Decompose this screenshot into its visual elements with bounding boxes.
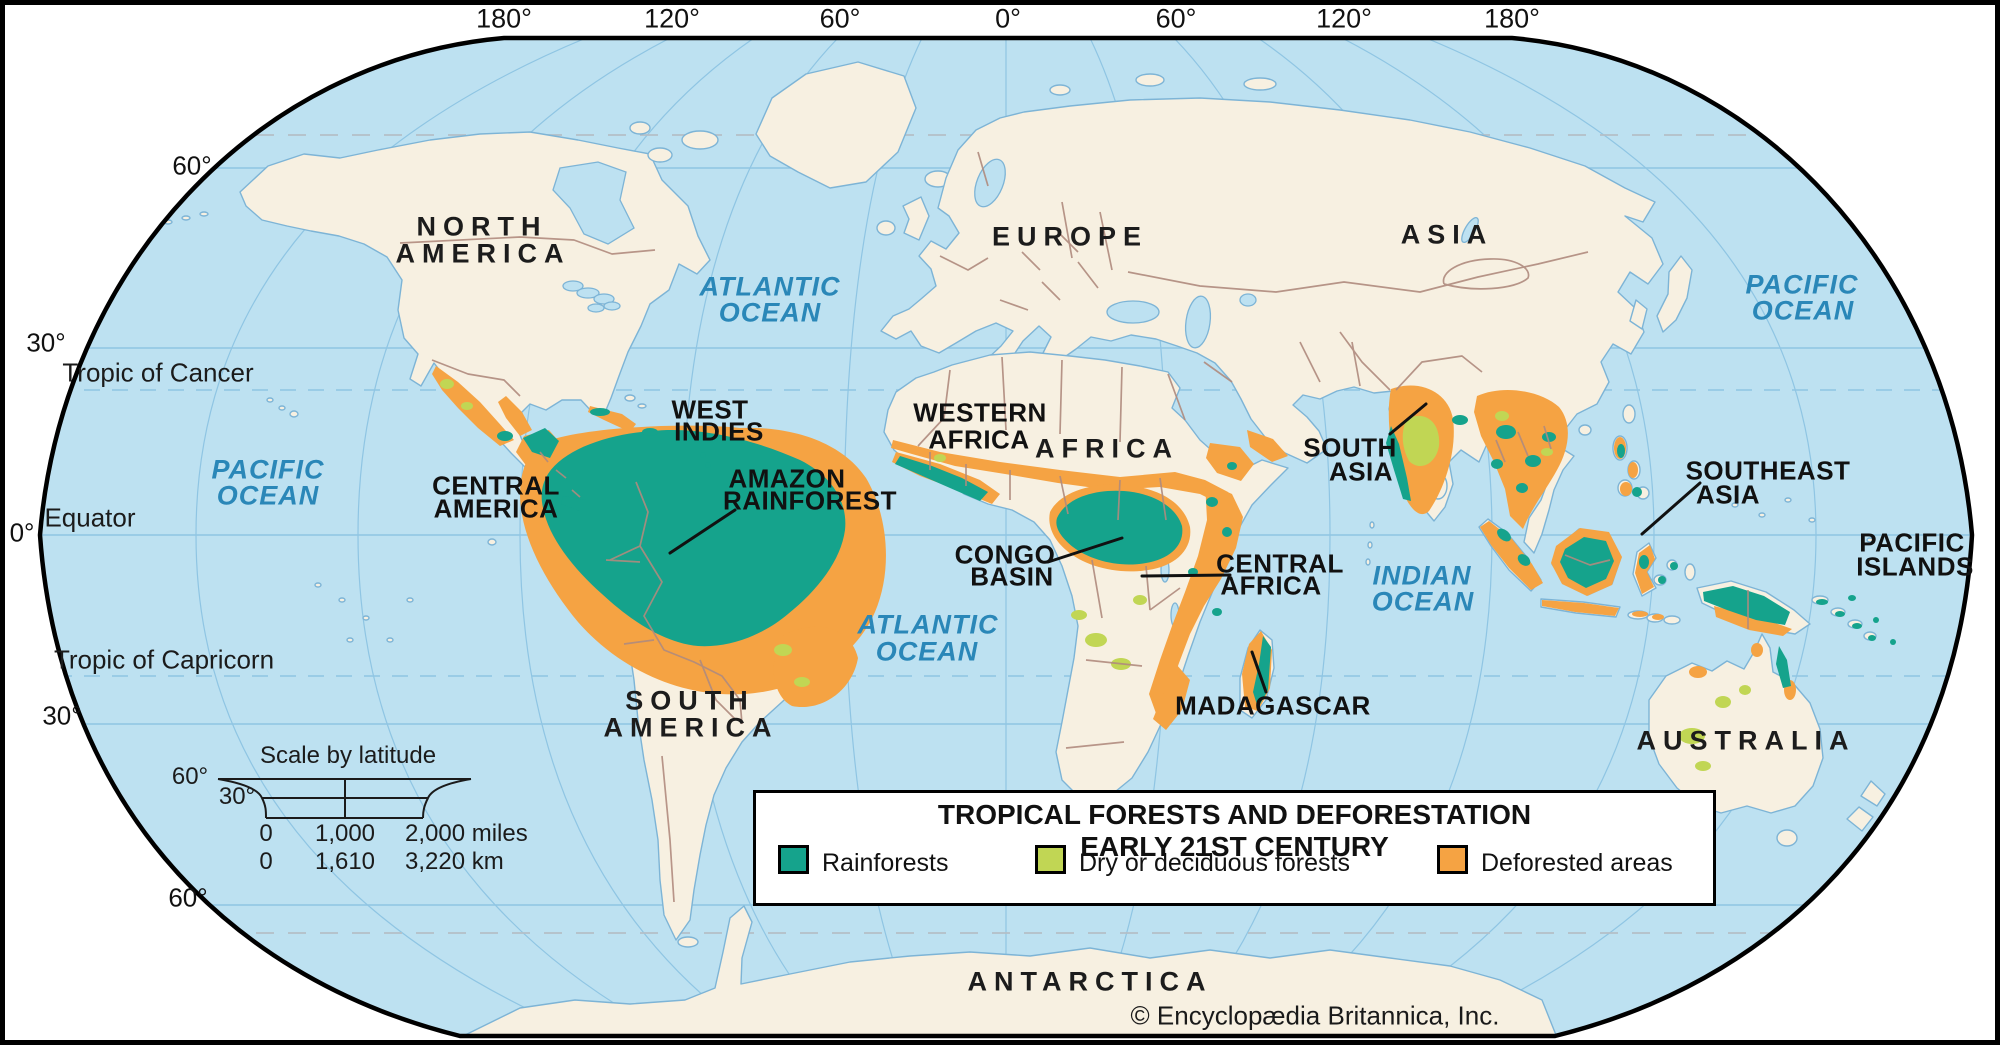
tropic-of-cancer-label: Tropic of Cancer <box>62 357 254 388</box>
ocean-label-atlantic-north: OCEAN <box>718 297 822 328</box>
scale-miles-end: 2,000 miles <box>405 820 528 847</box>
legend-label-deforested: Deforested areas <box>1481 849 1673 877</box>
region-label-western-africa: AFRICA <box>928 424 1030 455</box>
legend-label-rainforests: Rainforests <box>822 849 949 877</box>
latitude-label: 30° <box>26 327 66 358</box>
longitude-label: 0° <box>995 3 1021 34</box>
scale-lat-30: 30° <box>218 783 256 810</box>
ocean-label-atlantic-south: ATLANTIC <box>857 609 999 640</box>
scale-diagram <box>217 778 472 819</box>
latitude-label: 0° <box>9 517 35 548</box>
ocean-label-atlantic-south: OCEAN <box>875 636 979 667</box>
longitude-label: 60° <box>1155 3 1197 34</box>
legend-swatch-deforested <box>1437 845 1468 874</box>
region-label-congo-basin: BASIN <box>970 561 1054 592</box>
continent-label-antarctica: ANTARCTICA <box>967 966 1213 997</box>
region-label-pacific-islands: PACIFIC <box>1859 527 1965 558</box>
region-label-central-africa: CENTRAL <box>1216 548 1344 579</box>
scale-miles-mid: 1,000 <box>314 820 376 847</box>
ocean-label-pacific-east: PACIFIC <box>1745 269 1859 300</box>
ocean-label-indian: INDIAN <box>1372 560 1472 591</box>
scale-km-mid: 1,610 <box>314 848 376 875</box>
legend-swatch-rainforests <box>778 845 809 874</box>
ocean-label-pacific-east: OCEAN <box>1751 295 1855 326</box>
country-borders <box>399 151 1749 903</box>
continent-label-north-america: NORTH <box>416 211 548 242</box>
longitude-label: 60° <box>819 3 861 34</box>
longitude-label: 180° <box>1484 3 1540 34</box>
longitude-label: 120° <box>1316 3 1372 34</box>
region-label-south-asia: SOUTH <box>1303 432 1397 463</box>
region-label-south-asia: ASIA <box>1328 456 1394 487</box>
region-label-western-africa: WESTERN <box>913 397 1047 428</box>
scale-km-zero: 0 <box>259 848 273 875</box>
scale-title: Scale by latitude <box>259 742 437 769</box>
copyright-notice: © Encyclopædia Britannica, Inc. <box>1130 1000 1500 1031</box>
region-label-amazon-rainforest: RAINFOREST <box>723 485 897 516</box>
ocean-label-indian: OCEAN <box>1371 586 1475 617</box>
scale-lat-60: 60° <box>171 763 209 790</box>
continent-label-africa: AFRICA <box>1035 433 1179 464</box>
region-label-pacific-islands: ISLANDS <box>1856 551 1974 582</box>
ocean-label-atlantic-north: ATLANTIC <box>699 271 841 302</box>
continent-label-europe: EUROPE <box>991 221 1149 252</box>
legend-subtitle: EARLY 21ST CENTURY <box>1080 831 1389 862</box>
region-label-west-indies: INDIES <box>674 416 764 447</box>
latitude-label: 60° <box>168 882 208 913</box>
region-label-central-america: CENTRAL <box>432 470 560 501</box>
legend-swatch-dry-forests <box>1035 845 1066 874</box>
region-label-congo-basin: CONGO <box>954 539 1056 570</box>
longitude-label: 120° <box>644 3 700 34</box>
region-label-central-america: AMERICA <box>433 493 559 524</box>
tropic-of-capricorn-label: Tropic of Capricorn <box>53 644 275 675</box>
scale-miles-zero: 0 <box>259 820 273 847</box>
dry-forest-areas <box>440 379 1751 771</box>
equator-label: Equator <box>44 502 136 533</box>
region-label-west-indies: WEST <box>671 394 749 425</box>
leader-lines <box>668 402 1702 694</box>
longitude-label: 180° <box>476 3 532 34</box>
continent-label-north-america: AMERICA <box>395 238 571 269</box>
latitude-label: 30° <box>42 700 82 731</box>
continent-label-south-america: SOUTH <box>625 685 755 716</box>
region-label-southeast-asia: SOUTHEAST <box>1685 455 1851 486</box>
continent-label-australia: AUSTRALIA <box>1636 725 1856 756</box>
continent-label-south-america: AMERICA <box>603 712 779 743</box>
ocean-label-pacific-west: OCEAN <box>216 480 320 511</box>
legend-label-dry-forests: Dry or deciduous forests <box>1079 849 1350 877</box>
continent-label-asia: ASIA <box>1400 219 1494 250</box>
region-label-madagascar: MADAGASCAR <box>1175 690 1371 721</box>
legend-title: TROPICAL FORESTS AND DEFORESTATION <box>937 799 1532 830</box>
region-label-southeast-asia: ASIA <box>1695 479 1761 510</box>
legend-box: TROPICAL FORESTS AND DEFORESTATION EARLY… <box>753 790 1716 906</box>
scale-km-end: 3,220 km <box>405 848 504 875</box>
ocean-label-pacific-west: PACIFIC <box>211 454 325 485</box>
map-frame <box>37 35 1975 1039</box>
region-label-amazon-rainforest: AMAZON <box>728 463 846 494</box>
region-label-central-africa: AFRICA <box>1220 570 1322 601</box>
latitude-label: 60° <box>172 150 212 181</box>
